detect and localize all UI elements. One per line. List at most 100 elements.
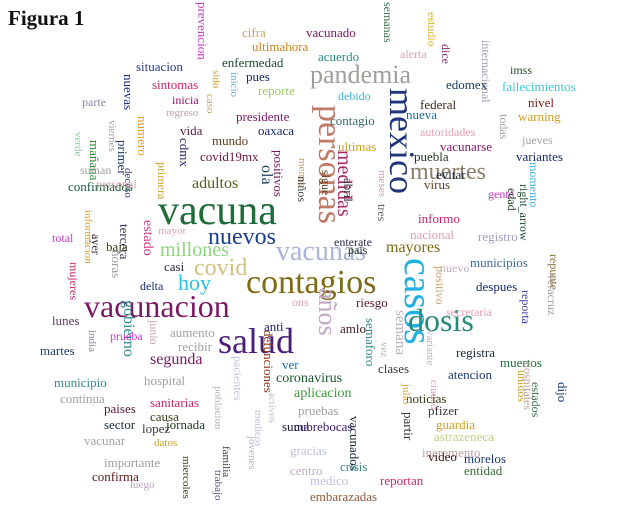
cloud-word: acuerdo xyxy=(318,49,360,64)
cloud-word: segunda xyxy=(150,351,203,368)
cloud-word: semana xyxy=(392,310,408,355)
cloud-word: secretaria xyxy=(446,305,492,319)
cloud-word: cifra xyxy=(242,25,266,40)
cloud-word: virus xyxy=(424,177,450,192)
cloud-word: jovenes xyxy=(246,436,258,470)
cloud-word: prueba xyxy=(110,329,143,343)
cloud-word: junio xyxy=(147,320,161,345)
cloud-word: positivo xyxy=(433,266,447,305)
cloud-word: astrazeneca xyxy=(434,429,494,444)
cloud-word: jueves xyxy=(522,133,553,147)
cloud-word: dice xyxy=(439,44,453,64)
cloud-word: dijo xyxy=(555,382,570,403)
cloud-word: millones xyxy=(160,239,229,261)
cloud-word: paises xyxy=(104,401,136,416)
cloud-word: semanas xyxy=(381,2,395,43)
figure-title: Figura 1 xyxy=(8,6,85,30)
cloud-word: parte xyxy=(82,95,106,109)
cloud-word: dosis xyxy=(408,302,474,338)
cloud-word: meses xyxy=(376,170,388,197)
cloud-word: sigue xyxy=(319,170,333,196)
cloud-word: mayores xyxy=(386,239,441,256)
cloud-word: variantes xyxy=(516,149,563,164)
cloud-word: veracruz xyxy=(545,274,559,316)
cloud-word: centro xyxy=(290,463,323,478)
cloud-word: estados xyxy=(529,382,543,418)
cloud-word: ayer xyxy=(89,234,103,255)
cloud-word: datos xyxy=(154,437,178,449)
cloud-word: nuevas xyxy=(121,74,136,111)
cloud-word: sector xyxy=(104,417,136,432)
cloud-word: martes xyxy=(40,343,75,358)
cloud-word: sintomas xyxy=(152,77,199,92)
cloud-word: anti xyxy=(264,319,284,334)
cloud-word: vacunado xyxy=(306,25,356,40)
cloud-word: alerta xyxy=(400,47,427,61)
cloud-word: julio xyxy=(400,384,412,405)
cloud-word: muertes xyxy=(410,159,486,185)
cloud-word: activos xyxy=(266,392,278,424)
cloud-word: reporte xyxy=(258,83,295,98)
cloud-word: embarazadas xyxy=(310,489,378,504)
cloud-word: miercoles xyxy=(180,456,192,499)
cloud-word: abril xyxy=(341,178,356,202)
cloud-word: suma xyxy=(282,419,310,434)
cloud-word: importante xyxy=(104,455,161,470)
cloud-word: niños xyxy=(295,176,309,203)
cloud-word: registra xyxy=(456,345,495,360)
cloud-word: oaxaca xyxy=(258,123,295,138)
cloud-word: vida xyxy=(180,123,203,138)
cloud-word: personal xyxy=(96,177,137,191)
cloud-word: variante xyxy=(424,330,436,366)
cloud-word: medico xyxy=(310,473,349,488)
cloud-word: india xyxy=(86,330,98,352)
cloud-word: positivos xyxy=(271,150,286,197)
cloud-word: amlo xyxy=(340,321,366,336)
cloud-word: recibir xyxy=(178,339,212,354)
cloud-word: estudio xyxy=(425,12,439,47)
cloud-word: evitar xyxy=(436,167,466,182)
cloud-word: federal xyxy=(420,97,457,112)
cloud-word: riesgo xyxy=(356,295,388,310)
cloud-word: morelos xyxy=(464,451,506,466)
cloud-word: incremento xyxy=(422,445,481,460)
cloud-word: pais xyxy=(348,243,368,257)
cloud-word: imss xyxy=(510,63,533,77)
cloud-word: pacientes xyxy=(231,356,245,401)
cloud-word: nuevos xyxy=(208,224,276,250)
cloud-word: debido xyxy=(338,89,371,103)
cloud-word: right_arrow xyxy=(517,184,531,241)
cloud-word: crisis xyxy=(340,459,368,474)
cloud-word: todas xyxy=(497,114,511,140)
cloud-word: despues xyxy=(476,279,518,294)
cloud-word: trabajo xyxy=(212,470,224,501)
cloud-word: cdmx xyxy=(177,138,192,167)
cloud-word: entidad xyxy=(464,463,503,478)
cloud-word: primera xyxy=(155,162,169,200)
cloud-word: enfermedad xyxy=(222,55,284,70)
cloud-word: prevencion xyxy=(195,2,210,60)
cloud-word: hoy xyxy=(178,270,211,295)
cloud-word: mundo xyxy=(212,133,249,148)
cloud-word: luego xyxy=(130,479,155,491)
cloud-word: gracias xyxy=(290,443,327,458)
cloud-word: contagios xyxy=(246,264,377,301)
cloud-word: adultos xyxy=(192,175,239,192)
cloud-word: hospital xyxy=(144,373,186,388)
cloud-word: confirma xyxy=(92,469,139,484)
cloud-word: regreso xyxy=(166,107,199,119)
cloud-word: continua xyxy=(60,391,105,406)
cloud-word: warning xyxy=(518,109,561,124)
cloud-word: vacunar xyxy=(84,433,126,448)
cloud-word: pruebas xyxy=(298,403,339,418)
cloud-word: presidente xyxy=(236,109,290,124)
cloud-word: aumento xyxy=(170,325,215,340)
cloud-word: reportan xyxy=(380,473,424,488)
cloud-word: causa xyxy=(150,409,179,424)
cloud-word: nivel xyxy=(528,95,554,110)
cloud-word: gente xyxy=(488,187,514,201)
cloud-word: noticias xyxy=(406,391,447,406)
cloud-word: aplicacion xyxy=(294,386,352,401)
cloud-word: defunciones xyxy=(261,330,276,393)
cloud-word: salud xyxy=(218,321,294,361)
